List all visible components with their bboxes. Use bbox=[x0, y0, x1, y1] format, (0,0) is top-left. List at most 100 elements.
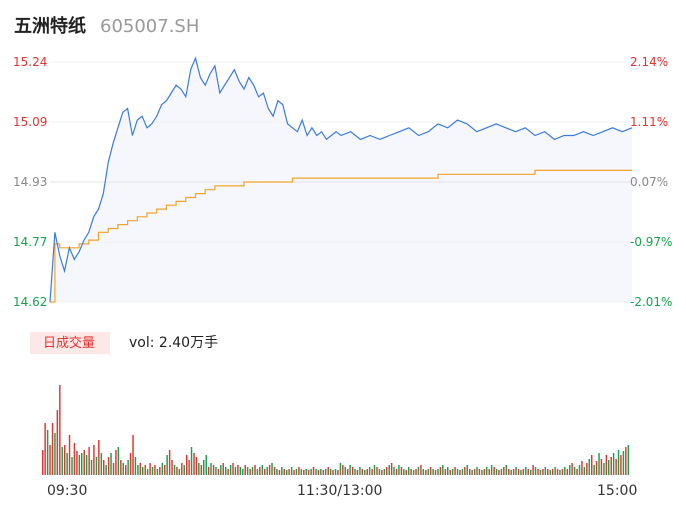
volume-bar bbox=[447, 467, 449, 475]
volume-bar bbox=[383, 469, 386, 475]
volume-bar bbox=[171, 460, 173, 475]
volume-bar bbox=[203, 460, 205, 475]
volume-bar bbox=[212, 465, 215, 475]
volume-bar bbox=[422, 469, 425, 475]
volume-bar bbox=[303, 470, 305, 475]
price-tick-label: 14.93 bbox=[13, 175, 47, 189]
time-label-midday: 11:30/13:00 bbox=[297, 483, 382, 499]
pct-tick-label: -0.97% bbox=[630, 235, 672, 249]
price-grid bbox=[50, 61, 632, 303]
volume-bar bbox=[461, 469, 464, 475]
volume-bar bbox=[88, 447, 90, 475]
volume-bar bbox=[434, 470, 437, 475]
volume-bar bbox=[432, 469, 434, 475]
volume-bar bbox=[359, 467, 361, 475]
volume-bar bbox=[295, 469, 298, 475]
volume-bar bbox=[278, 470, 281, 475]
volume-bar bbox=[417, 467, 420, 475]
pct-tick-label: -2.01% bbox=[630, 295, 672, 309]
volume-bar bbox=[349, 465, 351, 475]
volume-bar bbox=[595, 461, 598, 475]
pct-axis-right: 2.14% 1.11% 0.07% -0.97% -2.01% bbox=[630, 55, 672, 309]
volume-bar bbox=[498, 470, 500, 475]
volume-bar bbox=[525, 467, 527, 475]
volume-bar bbox=[85, 455, 88, 475]
volume-bar bbox=[73, 443, 76, 475]
volume-bar bbox=[339, 463, 342, 475]
volume-bar bbox=[76, 451, 78, 475]
volume-bar bbox=[288, 469, 290, 475]
volume-bar bbox=[483, 469, 486, 475]
volume-bar bbox=[386, 467, 388, 475]
volume-bar bbox=[600, 459, 603, 475]
volume-bar bbox=[542, 469, 544, 475]
volume-bar bbox=[337, 470, 339, 475]
volume-bar bbox=[298, 467, 300, 475]
volume-bar bbox=[186, 455, 188, 475]
volume-bar bbox=[95, 457, 98, 475]
volume-bar bbox=[364, 470, 366, 475]
volume-bar bbox=[456, 469, 459, 475]
volume-bar bbox=[622, 451, 625, 475]
volume-bar bbox=[527, 469, 529, 475]
volume-bar bbox=[459, 470, 461, 475]
volume-bar bbox=[178, 469, 181, 475]
volume-bar bbox=[381, 470, 383, 475]
volume-bar bbox=[354, 469, 356, 475]
volume-bar bbox=[454, 467, 456, 475]
price-axis-left: 15.24 15.09 14.93 14.77 14.62 bbox=[13, 55, 47, 309]
volume-bar bbox=[112, 463, 115, 475]
volume-bar bbox=[144, 465, 146, 475]
volume-bar bbox=[56, 410, 59, 475]
stock-code: 605007.SH bbox=[100, 16, 200, 37]
volume-bar bbox=[98, 440, 100, 475]
volume-bar bbox=[522, 469, 525, 475]
volume-bar bbox=[276, 469, 278, 475]
volume-bar bbox=[156, 469, 159, 475]
volume-bar bbox=[195, 457, 198, 475]
volume-bar bbox=[608, 460, 610, 475]
volume-bar bbox=[344, 467, 346, 475]
volume-bar bbox=[66, 453, 68, 475]
volume-bar bbox=[44, 423, 46, 475]
volume-bar bbox=[220, 465, 222, 475]
volume-bar bbox=[566, 469, 569, 475]
volume-bar bbox=[307, 470, 310, 475]
volume-bar bbox=[290, 467, 293, 475]
volume-bar bbox=[583, 467, 586, 475]
price-area-fill bbox=[50, 58, 632, 302]
volume-bar bbox=[351, 467, 354, 475]
volume-bar bbox=[549, 470, 551, 475]
volume-bar bbox=[534, 467, 537, 475]
volume-bar bbox=[539, 470, 542, 475]
volume-bar bbox=[129, 453, 132, 475]
price-tick-label: 15.24 bbox=[13, 55, 47, 69]
volume-bar bbox=[488, 469, 490, 475]
volume-bar bbox=[388, 465, 390, 475]
volume-bar bbox=[469, 469, 471, 475]
volume-bar bbox=[329, 469, 332, 475]
volume-bar bbox=[617, 450, 620, 475]
volume-bar bbox=[581, 461, 583, 475]
time-axis: 09:30 11:30/13:00 15:00 bbox=[47, 483, 637, 499]
volume-bar bbox=[361, 469, 364, 475]
volume-bar bbox=[537, 469, 539, 475]
volume-bar bbox=[325, 469, 327, 475]
volume-bar bbox=[68, 435, 71, 475]
volume-bar bbox=[107, 457, 110, 475]
volume-bar bbox=[312, 467, 315, 475]
stock-name: 五洲特纸 bbox=[14, 16, 86, 37]
volume-bar bbox=[81, 453, 83, 475]
volume-bar bbox=[183, 465, 185, 475]
volume-bar bbox=[356, 470, 359, 475]
volume-bar bbox=[271, 463, 273, 475]
volume-bar bbox=[227, 469, 229, 475]
volume-bar bbox=[242, 469, 244, 475]
volume-bar bbox=[347, 469, 349, 475]
volume-bar bbox=[164, 465, 166, 475]
volume-bar bbox=[605, 455, 608, 475]
volume-bar bbox=[591, 455, 593, 475]
volume-bar bbox=[420, 465, 422, 475]
volume-bar bbox=[249, 469, 251, 475]
volume-bar bbox=[78, 455, 81, 475]
